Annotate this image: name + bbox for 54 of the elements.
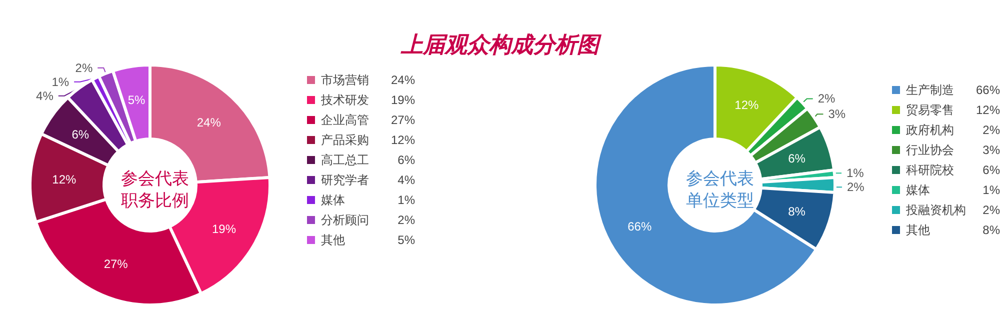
data-label: 3% [828,107,846,122]
text: 1% [398,193,415,207]
text: 2% [982,203,1000,217]
text: 5% [398,233,415,247]
data-label: 12% [52,172,76,187]
legend-label: 分析顾问 [321,213,369,227]
text: 12% [976,103,1000,117]
text: 8% [982,223,1000,237]
legend-label: 其他 [321,233,345,247]
text: 24% [390,73,415,87]
legend-label: 贸易零售 [906,103,954,117]
data-label: 5% [128,93,146,108]
text: 27% [390,113,415,127]
legend-label: 研究学者 [321,173,369,187]
legend-label: 行业协会 [906,143,954,157]
legend-label: 媒体 [321,193,345,207]
text: 上届观众构成分析图 [400,32,602,60]
data-label: 2% [818,92,836,106]
data-label: 66% [628,219,652,234]
legend-label: 科研院校 [906,163,954,177]
data-label: 4% [36,88,54,103]
data-label: 1% [846,166,864,180]
legend-label: 其他 [906,223,930,237]
text: 66% [976,83,1000,97]
text: 4% [398,173,415,187]
text: 19% [390,93,415,107]
text: 2% [398,213,415,227]
data-label: 19% [212,222,236,236]
data-label: 6% [72,127,90,142]
data-label: 2% [846,180,865,194]
legend-label: 投融资机构 [905,203,966,217]
data-label: 8% [788,204,806,219]
text: 2% [982,123,1000,137]
text: 1% [982,183,1000,197]
text: 参会代表单位类型 [686,169,754,211]
data-label: 27% [104,256,128,271]
text: 6% [398,153,415,167]
text: 12% [390,133,415,147]
legend-label: 生产制造 [906,83,954,97]
legend-label: 媒体 [906,183,930,197]
legend-label: 企业高管 [321,113,369,127]
data-label: 12% [734,98,759,112]
text: 3% [982,143,1000,157]
data-label: 24% [196,115,222,130]
legend-label: 市场营销 [321,73,369,87]
data-label: 2% [75,60,93,75]
legend-label: 技术研发 [320,93,369,107]
data-label: 6% [788,151,806,166]
legend-label: 高工总工 [321,153,369,167]
text: 参会代表职务比例 [121,169,189,211]
legend-label: 产品采购 [321,133,369,147]
data-label: 1% [52,74,70,89]
text: 6% [982,163,1000,177]
legend-label: 政府机构 [906,123,954,137]
